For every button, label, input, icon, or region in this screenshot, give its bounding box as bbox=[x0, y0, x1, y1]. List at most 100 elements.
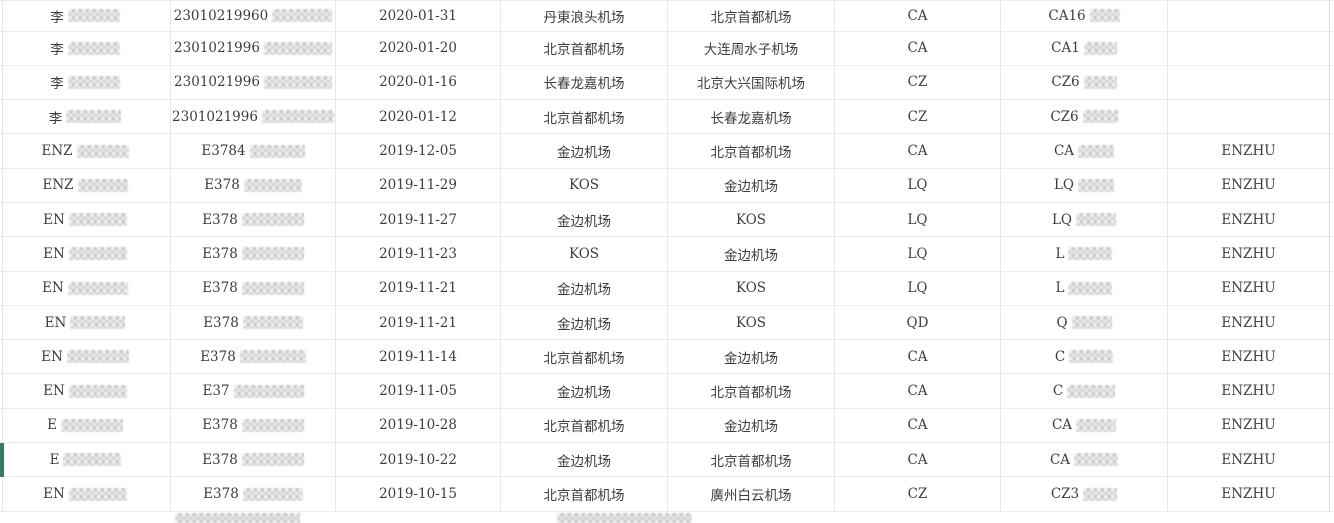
cell-flight-number[interactable]: CZ6 bbox=[1000, 65, 1167, 100]
cell-flight-number[interactable]: L bbox=[1000, 271, 1167, 305]
cell-passenger-name[interactable]: ENZHU bbox=[1167, 168, 1330, 202]
cell-airline-code[interactable]: CZ bbox=[834, 100, 1000, 134]
cell-name[interactable]: EN bbox=[0, 477, 170, 510]
cell-departure-airport[interactable]: 金边机场 bbox=[500, 305, 667, 340]
cell-flight-date[interactable]: 2019-12-05 bbox=[335, 134, 500, 168]
cell-flight-number[interactable]: C bbox=[1000, 374, 1167, 408]
cell-airline-code[interactable]: LQ bbox=[834, 237, 1000, 271]
cell-airline-code[interactable]: CA bbox=[834, 1, 1000, 31]
cell-arrival-airport[interactable]: 大连周水子机场 bbox=[667, 31, 834, 65]
cell-id-number[interactable]: E378 bbox=[170, 271, 335, 305]
cell-departure-airport[interactable]: 北京首都机场 bbox=[500, 340, 667, 374]
cell-id-number[interactable]: E378 bbox=[170, 443, 335, 477]
cell-flight-date[interactable]: 2019-11-27 bbox=[335, 202, 500, 237]
cell-id-number[interactable]: 2301021996 bbox=[170, 31, 335, 65]
cell-departure-airport[interactable]: 北京首都机场 bbox=[500, 408, 667, 443]
cell-flight-number[interactable]: CZ3 bbox=[1000, 477, 1167, 511]
cell-name[interactable]: EN bbox=[0, 203, 170, 236]
cell-arrival-airport[interactable]: 北京首都机场 bbox=[667, 1, 834, 31]
cell-airline-code[interactable]: CA bbox=[834, 31, 1000, 65]
cell-flight-number[interactable]: Q bbox=[1000, 305, 1167, 340]
cell-name[interactable]: 李 bbox=[0, 1, 170, 31]
cell-id-number[interactable]: E378 bbox=[170, 237, 335, 271]
cell-flight-date[interactable]: 2019-11-29 bbox=[335, 168, 500, 202]
cell-flight-number[interactable]: CA bbox=[1000, 443, 1167, 477]
cell-flight-number[interactable]: LQ bbox=[1000, 202, 1167, 237]
cell-passenger-name[interactable]: ENZHU bbox=[1167, 271, 1330, 305]
cell-flight-date[interactable]: 2020-01-31 bbox=[335, 1, 500, 31]
cell-passenger-name[interactable]: ENZHU bbox=[1167, 134, 1330, 168]
cell-id-number[interactable]: E378 bbox=[170, 202, 335, 237]
cell-arrival-airport[interactable]: 北京大兴国际机场 bbox=[667, 65, 834, 100]
cell-departure-airport[interactable]: 金边机场 bbox=[500, 271, 667, 305]
cell-name[interactable]: E bbox=[0, 443, 170, 477]
cell-airline-code[interactable]: CA bbox=[834, 340, 1000, 374]
cell-flight-date[interactable]: 2019-10-22 bbox=[335, 443, 500, 477]
cell-airline-code[interactable]: LQ bbox=[834, 271, 1000, 305]
cell-passenger-name[interactable] bbox=[1167, 1, 1330, 31]
cell-departure-airport[interactable]: 丹東浪头机场 bbox=[500, 1, 667, 31]
cell-id-number[interactable]: E3784 bbox=[170, 134, 335, 168]
cell-id-number[interactable]: E378 bbox=[170, 340, 335, 374]
cell-passenger-name[interactable]: ENZHU bbox=[1167, 374, 1330, 408]
cell-arrival-airport[interactable]: 金边机场 bbox=[667, 168, 834, 202]
cell-flight-date[interactable]: 2019-11-21 bbox=[335, 305, 500, 340]
cell-flight-date[interactable]: 2019-11-14 bbox=[335, 340, 500, 374]
cell-name[interactable]: ENZ bbox=[0, 169, 170, 202]
cell-flight-date[interactable]: 2019-11-23 bbox=[335, 237, 500, 271]
cell-name[interactable]: 李 bbox=[0, 32, 170, 65]
cell-arrival-airport[interactable]: 金边机场 bbox=[667, 237, 834, 271]
cell-airline-code[interactable]: LQ bbox=[834, 168, 1000, 202]
cell-name[interactable]: EN bbox=[0, 340, 170, 373]
cell-passenger-name[interactable]: ENZHU bbox=[1167, 443, 1330, 477]
cell-id-number[interactable]: 2301021996 bbox=[170, 65, 335, 100]
cell-airline-code[interactable]: CZ bbox=[834, 65, 1000, 100]
cell-passenger-name[interactable]: ENZHU bbox=[1167, 340, 1330, 374]
cell-flight-date[interactable]: 2019-10-28 bbox=[335, 408, 500, 443]
cell-departure-airport[interactable]: 北京首都机场 bbox=[500, 477, 667, 511]
cell-flight-number[interactable]: CA1 bbox=[1000, 31, 1167, 65]
cell-departure-airport[interactable]: 长春龙嘉机场 bbox=[500, 65, 667, 100]
cell-airline-code[interactable]: CA bbox=[834, 443, 1000, 477]
cell-airline-code[interactable]: CA bbox=[834, 134, 1000, 168]
cell-flight-date[interactable]: 2019-10-15 bbox=[335, 477, 500, 511]
cell-arrival-airport[interactable]: 长春龙嘉机场 bbox=[667, 100, 834, 134]
cell-airline-code[interactable]: LQ bbox=[834, 202, 1000, 237]
cell-arrival-airport[interactable]: 金边机场 bbox=[667, 408, 834, 443]
cell-id-number[interactable]: 23010219960 bbox=[170, 1, 335, 31]
cell-flight-date[interactable]: 2020-01-12 bbox=[335, 100, 500, 134]
cell-passenger-name[interactable]: ENZHU bbox=[1167, 202, 1330, 237]
cell-arrival-airport[interactable]: 金边机场 bbox=[667, 340, 834, 374]
cell-passenger-name[interactable]: ENZHU bbox=[1167, 408, 1330, 443]
cell-arrival-airport[interactable]: 北京首都机场 bbox=[667, 374, 834, 408]
cell-id-number[interactable]: E378 bbox=[170, 408, 335, 443]
cell-flight-number[interactable]: CA bbox=[1000, 134, 1167, 168]
cell-id-number[interactable]: E378 bbox=[170, 477, 335, 511]
cell-departure-airport[interactable]: 北京首都机场 bbox=[500, 100, 667, 134]
cell-arrival-airport[interactable]: KOS bbox=[667, 305, 834, 340]
cell-departure-airport[interactable]: 北京首都机场 bbox=[500, 31, 667, 65]
cell-airline-code[interactable]: QD bbox=[834, 305, 1000, 340]
cell-passenger-name[interactable]: ENZHU bbox=[1167, 477, 1330, 511]
cell-flight-date[interactable]: 2020-01-16 bbox=[335, 65, 500, 100]
cell-airline-code[interactable]: CA bbox=[834, 408, 1000, 443]
cell-flight-number[interactable]: C bbox=[1000, 340, 1167, 374]
cell-departure-airport[interactable]: 金边机场 bbox=[500, 374, 667, 408]
cell-departure-airport[interactable]: 金边机场 bbox=[500, 443, 667, 477]
cell-name[interactable]: EN bbox=[0, 237, 170, 270]
cell-passenger-name[interactable] bbox=[1167, 65, 1330, 100]
cell-flight-number[interactable]: CZ6 bbox=[1000, 100, 1167, 134]
cell-id-number[interactable]: E378 bbox=[170, 305, 335, 340]
cell-arrival-airport[interactable]: 北京首都机场 bbox=[667, 443, 834, 477]
cell-arrival-airport[interactable]: KOS bbox=[667, 202, 834, 237]
cell-name[interactable]: 李 bbox=[0, 66, 170, 99]
cell-name[interactable]: EN bbox=[0, 272, 170, 305]
cell-flight-date[interactable]: 2019-11-21 bbox=[335, 271, 500, 305]
cell-departure-airport[interactable]: 金边机场 bbox=[500, 134, 667, 168]
cell-id-number[interactable]: E37 bbox=[170, 374, 335, 408]
cell-name[interactable]: 李 bbox=[0, 100, 170, 133]
cell-arrival-airport[interactable]: KOS bbox=[667, 271, 834, 305]
cell-departure-airport[interactable]: 金边机场 bbox=[500, 202, 667, 237]
cell-passenger-name[interactable]: ENZHU bbox=[1167, 237, 1330, 271]
cell-flight-number[interactable]: CA bbox=[1000, 408, 1167, 443]
